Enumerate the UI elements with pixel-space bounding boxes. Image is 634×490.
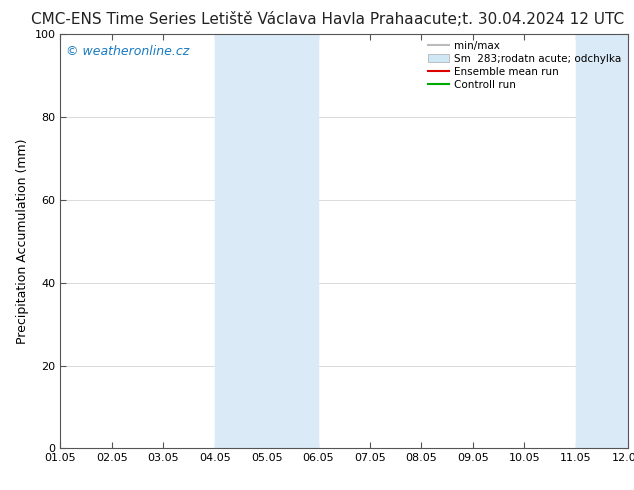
Text: CMC-ENS Time Series Letiště Václava Havla Praha: CMC-ENS Time Series Letiště Václava Havl… xyxy=(30,12,413,27)
Legend: min/max, Sm  283;rodatn acute; odchylka, Ensemble mean run, Controll run: min/max, Sm 283;rodatn acute; odchylka, … xyxy=(424,36,626,94)
Bar xyxy=(628,34,634,448)
Text: © weatheronline.cz: © weatheronline.cz xyxy=(66,45,189,58)
Bar xyxy=(215,34,266,448)
Bar xyxy=(576,34,628,448)
Bar xyxy=(266,34,318,448)
Y-axis label: Precipitation Accumulation (mm): Precipitation Accumulation (mm) xyxy=(16,139,29,344)
Text: acute;t. 30.04.2024 12 UTC: acute;t. 30.04.2024 12 UTC xyxy=(415,12,624,27)
